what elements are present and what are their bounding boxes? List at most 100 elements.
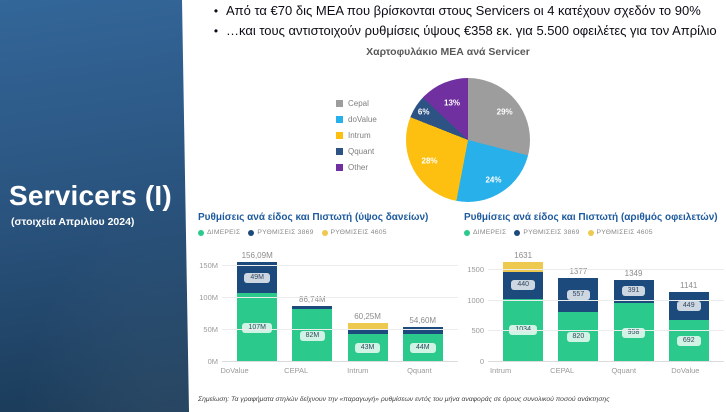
bar-segment: 820 [558,311,599,362]
bar-column: 60,25M 43M [347,240,388,362]
x-axis-label: CEPAL [284,366,309,375]
bars: 156,09M 49M 107M 86,74M 82M 60,25M 43M 54,60M 44… [222,240,458,362]
y-axis-tick: 100M [199,292,218,302]
legend-item: ΡΥΘΜΙΣΕΙΣ 3869 [514,229,579,236]
bars: 1631 440 1034 1377 557 820 1349 391 958 1141 449 69… [488,240,724,362]
bullet-text: …και τους αντιστοιχούν ρυθμίσεις ύψους €… [226,23,717,38]
gridline [222,296,458,298]
pie-slice-label: 6% [417,107,430,117]
y-axis-tick: 0M [207,357,218,366]
bar-segment-label: 391 [621,286,646,297]
chart-legend: ΔΙΜΕΡΕΙΣ ΡΥΘΜΙΣΕΙΣ 3869 ΡΥΘΜΙΣΕΙΣ 4605 [198,229,458,236]
bar-chart-debtor-count: Ρυθμίσεις ανά είδος και Πιστωτή (αριθμός… [462,212,724,384]
chart-legend: ΔΙΜΕΡΕΙΣ ΡΥΘΜΙΣΕΙΣ 3869 ΡΥΘΜΙΣΕΙΣ 4605 [464,229,724,236]
legend-swatch [198,229,204,236]
pie-circle [406,78,530,202]
legend-item: Cepal [336,95,377,111]
page-subtitle: (στοιχεία Απριλίου 2024) [11,216,135,228]
bullet-marker: • [213,4,219,18]
bar-total-label: 60,25M [354,312,381,322]
bar-segment [292,306,333,310]
bar-segment-label: 449 [676,300,701,311]
legend-item: Intrum [336,127,377,143]
bar-column: 86,74M 82M [292,240,333,362]
pie-chart: 29% 24% 28% 6% 13% [406,78,530,202]
bar-chart-title: Ρυθμίσεις ανά είδος και Πιστωτή (αριθμός… [464,212,718,223]
bar-segment: 82M [292,309,333,362]
legend-item: Qquant [336,143,377,159]
y-axis-tick: 1500 [467,265,484,275]
bar-column: 1377 557 820 [558,240,599,362]
legend-item: Other [336,159,377,175]
pie-slice-label: 24% [485,175,502,185]
bar-segment: 43M [347,334,388,362]
bar-segment [347,328,388,335]
legend-label: ΡΥΘΜΙΣΕΙΣ 4605 [596,229,653,236]
bar-chart-title: Ρυθμίσεις ανά είδος και Πιστωτή (ύψος δα… [198,212,429,223]
legend-swatch [336,163,343,171]
y-axis: 0M 50M 100M 150M [196,240,222,366]
legend-label: ΡΥΘΜΙΣΕΙΣ 4605 [330,229,387,236]
bar-segment-label: 1034 [509,325,537,336]
y-axis-tick: 0 [479,357,484,366]
bar-column: 1349 391 958 [613,240,654,362]
legend-swatch [336,115,343,123]
bullet-marker: • [213,24,219,38]
bar-chart-loan-amount: Ρυθμίσεις ανά είδος και Πιστωτή (ύψος δα… [196,212,458,384]
bar-segment-label: 820 [566,331,591,342]
legend-swatch [514,229,521,236]
y-axis-tick: 150M [199,260,218,270]
legend-label: Other [348,162,369,172]
legend-label: Cepal [348,98,369,108]
bar-segment-label: 557 [566,289,591,300]
gridline [488,330,724,332]
x-axis-label: CEPAL [550,366,575,375]
pie-legend: Cepal doValue Intrum Qquant Other [336,95,377,175]
bar-total-label: 156,09M [241,250,273,260]
bar-segment: 391 [613,279,654,304]
bar-segment: 440 [503,271,544,299]
bar-segment [503,262,544,272]
bar-segment: 557 [558,277,599,312]
bar-segment-label: 44M [409,342,436,353]
legend-label: Qquant [348,146,375,156]
gridline [488,361,724,362]
bar-segment: 449 [668,292,709,320]
legend-swatch [336,147,343,155]
x-axis-label: Intrum [347,366,369,375]
legend-swatch [336,99,343,107]
gridline [222,361,458,362]
x-axis-label: Qquant [611,366,637,375]
bar-segment-label: 107M [242,322,272,333]
plot: 1631 440 1034 1377 557 820 1349 391 958 1141 449 69… [488,240,724,362]
pie-slice-label: 29% [496,107,513,117]
pie-slice-label: 28% [421,156,438,166]
legend-item: ΡΥΘΜΙΣΕΙΣ 3869 [248,229,313,236]
legend-item: doValue [336,111,377,127]
legend-swatch [248,229,255,236]
gridline [222,264,458,266]
page-title: Servicers (I) [9,180,172,211]
bar-total-label: 86,74M [299,295,326,305]
bullet-list: • Από τα €70 δις ΜΕΑ που βρίσκονται στου… [206,1,726,41]
bar-segment: 692 [668,319,709,362]
legend-swatch [336,131,343,139]
bar-column: 1141 449 692 [668,240,709,362]
bar-segment: 1034 [503,298,544,362]
bar-total-label: 1377 [569,266,588,276]
gridline [222,328,458,330]
bar-column: 1631 440 1034 [503,240,544,362]
x-axis-label: Qquant [407,366,432,375]
gridline [488,299,724,301]
bar-total-label: 1349 [624,268,643,278]
bar-segment: 49M [237,261,278,294]
y-axis: 0 500 1000 1500 [462,240,488,366]
pie-slice-label: 13% [443,98,461,108]
legend-item: ΡΥΘΜΙΣΕΙΣ 4605 [321,229,387,236]
y-axis-tick: 1000 [467,295,484,305]
pie-chart-title: Χαρτοφυλάκιο ΜΕΑ ανά Servicer [366,46,530,58]
plot-area: 0 500 1000 1500 1631 440 1034 1377 557 820 1349 39… [462,240,724,366]
legend-label: ΔΙΜΕΡΕΙΣ [207,229,241,236]
legend-label: ΡΥΘΜΙΣΕΙΣ 3869 [257,229,314,236]
